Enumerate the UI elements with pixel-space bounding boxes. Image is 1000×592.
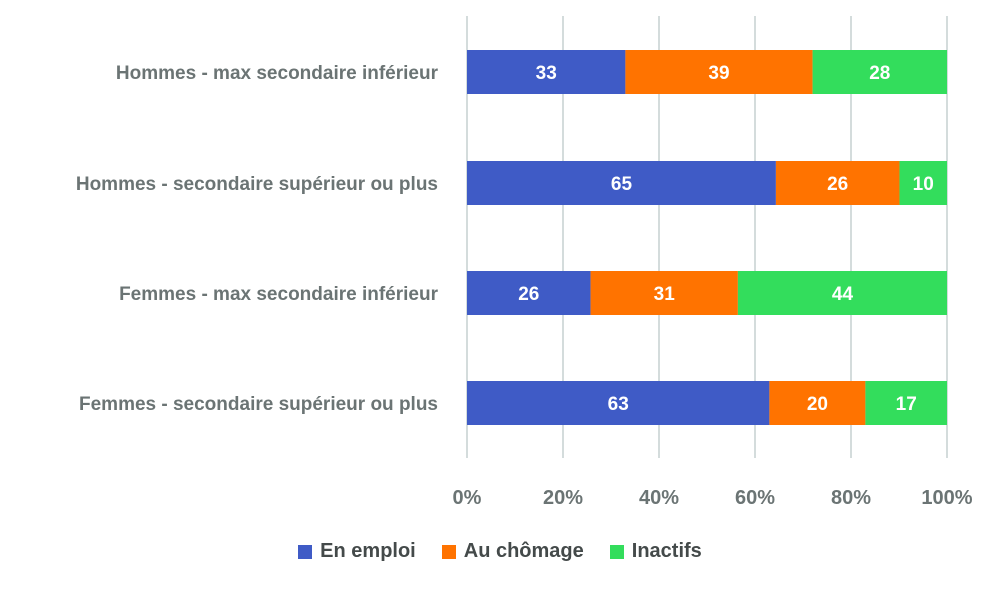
legend-item: En emploi	[298, 540, 416, 563]
x-tick-label: 100%	[921, 487, 972, 509]
bar-segment	[467, 50, 626, 94]
legend-label: En emploi	[320, 540, 416, 562]
x-tick-label: 0%	[453, 487, 482, 509]
bar-data-label: 17	[896, 394, 917, 415]
category-label: Femmes - secondaire supérieur ou plus	[79, 394, 438, 415]
bar-data-label: 20	[807, 394, 828, 415]
x-tick-label: 80%	[831, 487, 871, 509]
x-tick-label: 20%	[543, 487, 583, 509]
bar-data-label: 31	[654, 284, 676, 305]
category-label: Hommes - secondaire supérieur ou plus	[76, 174, 438, 195]
bar-segment	[467, 161, 776, 205]
bar-data-label: 10	[913, 174, 934, 195]
category-labels: Hommes - max secondaire inférieur Hommes …	[76, 63, 439, 415]
bar-data-label: 33	[536, 63, 557, 84]
bar-data-label: 26	[827, 174, 848, 195]
bar-data-label: 39	[708, 63, 729, 84]
bar-segment	[737, 271, 947, 315]
legend-label: Au chômage	[463, 540, 584, 562]
stacked-bar-chart: 33 39 28 65 26 10 26 31 44 63 20 17 Hommes - max se…	[76, 16, 973, 509]
legend-item: Au chômage	[441, 540, 584, 563]
legend-label: Inactifs	[631, 540, 702, 562]
x-axis-tick-labels: 0% 20% 40% 60% 80% 100%	[453, 487, 973, 509]
bar-data-label: 26	[518, 284, 539, 305]
bar-data-label: 63	[608, 394, 629, 415]
legend: En emploi Au chômage Inactifs	[0, 540, 1000, 563]
bar-segment	[865, 381, 947, 425]
bar-data-label: 44	[832, 284, 854, 305]
category-label: Femmes - max secondaire inférieur	[119, 284, 439, 305]
category-label: Hommes - max secondaire inférieur	[116, 63, 439, 84]
bar-segment	[899, 161, 947, 205]
bar-segment	[625, 50, 813, 94]
legend-swatch	[298, 544, 313, 559]
bar-segment	[812, 50, 947, 94]
x-tick-label: 60%	[735, 487, 775, 509]
bar-segment	[590, 271, 738, 315]
legend-item: Inactifs	[609, 540, 702, 563]
bar-segment	[467, 381, 770, 425]
bar-segment	[467, 271, 591, 315]
bar-segment	[769, 381, 866, 425]
bars: 33 39 28 65 26 10 26 31 44 63 20 17	[467, 50, 947, 425]
x-tick-label: 40%	[639, 487, 679, 509]
bar-segment	[775, 161, 900, 205]
bar-data-label: 65	[611, 174, 633, 195]
legend-swatch	[441, 544, 456, 559]
legend-swatch	[609, 544, 624, 559]
bar-data-label: 28	[869, 63, 890, 84]
